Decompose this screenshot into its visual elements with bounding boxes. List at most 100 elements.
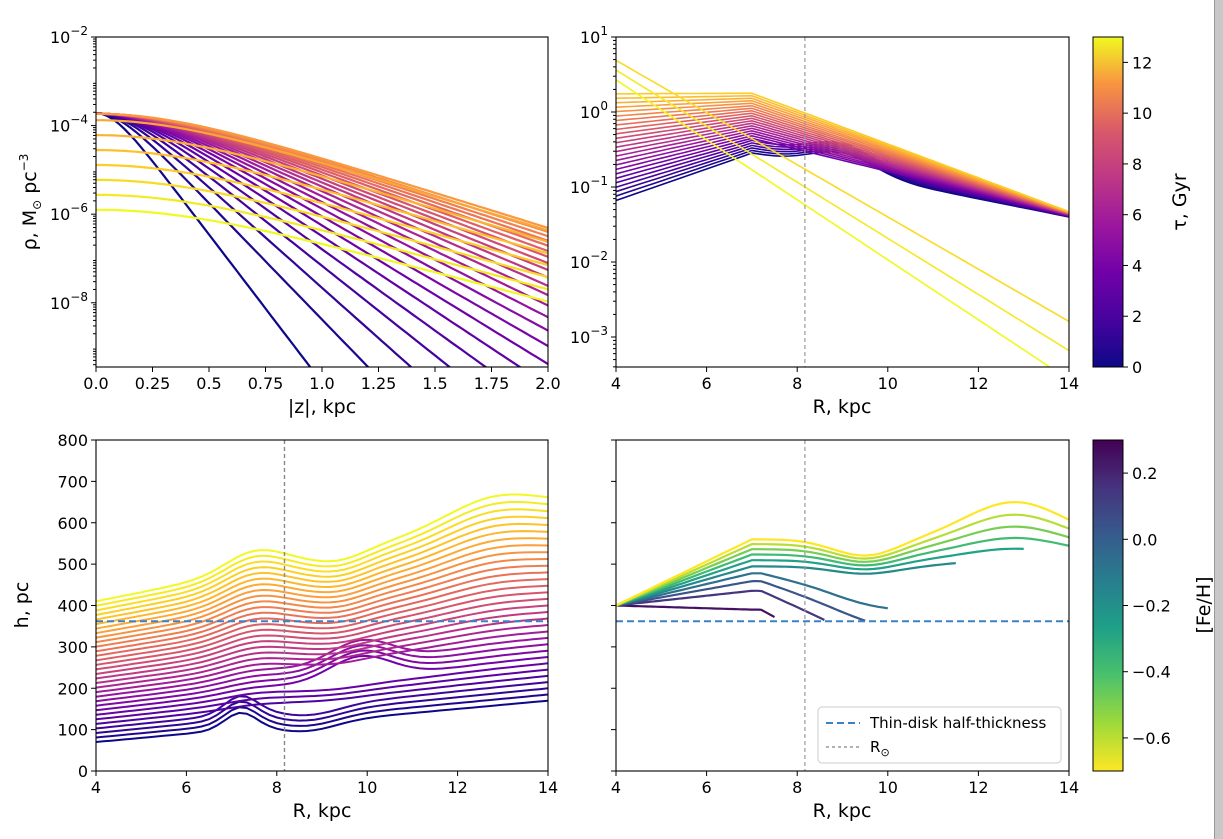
colorbar-age-gradient bbox=[1092, 36, 1124, 368]
panel-c-y-tick-label: 700 bbox=[57, 472, 88, 491]
colorbar-age-ticks: 0 2 4 6 8 10 12 bbox=[1123, 53, 1152, 377]
panel-c-x-tick-label: 4 bbox=[91, 778, 101, 797]
panel-density-vs-z: 0.0 0.25 0.5 0.75 1.0 1.25 1.5 1.75 2.0 10−2 10−4… bbox=[17, 24, 561, 418]
panel-d-x-tick-label: 4 bbox=[611, 778, 621, 797]
height-age-curve bbox=[96, 617, 548, 684]
panel-c-y-tick-label: 100 bbox=[57, 721, 88, 740]
density-r-curve bbox=[616, 69, 1069, 352]
height-metallicity-curve bbox=[616, 589, 825, 621]
panel-a-x-tick-label: 0.75 bbox=[248, 374, 284, 393]
panel-c-x-tick-label: 12 bbox=[447, 778, 467, 797]
panel-d-x-tick-label: 10 bbox=[878, 778, 898, 797]
legend-rsun-label: R⊙ bbox=[870, 738, 890, 759]
panel-c-series bbox=[96, 440, 548, 771]
height-age-curve bbox=[96, 636, 548, 698]
panel-c-y-ticks: 0 100 200 300 400 500 600 700 800 bbox=[57, 431, 96, 781]
colorbar-tick-label: 8 bbox=[1132, 155, 1142, 174]
panel-c-y-tick-label: 600 bbox=[57, 514, 88, 533]
panel-d-y-ticks bbox=[611, 439, 616, 772]
panel-a-ylabel: ρ, M⊙ pc−3 bbox=[17, 154, 44, 251]
panel-b-y-ticks: 101 100 10−1 10−2 10−3 bbox=[570, 24, 616, 368]
panel-c-x-tick-label: 10 bbox=[357, 778, 377, 797]
panel-d-x-tick-label: 12 bbox=[968, 778, 988, 797]
height-age-curve bbox=[96, 522, 548, 621]
panel-height-by-metallicity: 4 6 8 10 12 14 R, kpc Thin-disk half-thicknes… bbox=[611, 439, 1079, 822]
panel-d-x-ticks: 4 6 8 10 12 14 bbox=[611, 771, 1079, 797]
panel-a-x-tick-label: 1.25 bbox=[361, 374, 397, 393]
density-z-curve bbox=[96, 208, 548, 303]
panel-a-x-tick-label: 0.25 bbox=[135, 374, 171, 393]
panel-c-xlabel: R, kpc bbox=[293, 800, 352, 822]
panel-c-y-tick-label: 300 bbox=[57, 638, 88, 657]
window-scrollbar[interactable] bbox=[1214, 0, 1223, 839]
panel-a-y-tick-label: 10−8 bbox=[50, 290, 88, 313]
legend-box bbox=[817, 706, 1062, 764]
colorbar-metallicity-ticks: 0.2 0.0 −0.2 −0.4 −0.6 bbox=[1123, 464, 1171, 748]
height-age-curve bbox=[96, 501, 548, 607]
height-metallicity-curve bbox=[616, 572, 888, 610]
height-age-curve bbox=[96, 515, 548, 616]
panel-b-y-tick-label: 10−2 bbox=[570, 249, 608, 272]
panel-d-series bbox=[616, 440, 1069, 771]
height-age-curve bbox=[96, 508, 548, 612]
colorbar-metallicity-label: [Fe/H] bbox=[1193, 576, 1214, 633]
panel-a-x-tick-label: 1.75 bbox=[474, 374, 510, 393]
height-age-curve bbox=[96, 551, 548, 639]
panel-c-y-tick-label: 200 bbox=[57, 679, 88, 698]
colorbar-tick-label: −0.4 bbox=[1132, 663, 1171, 682]
height-age-curve bbox=[96, 537, 548, 630]
panel-b-x-tick-label: 6 bbox=[702, 374, 712, 393]
colorbar-tick-label: −0.2 bbox=[1132, 597, 1171, 616]
panel-b-x-tick-label: 4 bbox=[611, 374, 621, 393]
density-r-curve bbox=[616, 142, 1069, 217]
panel-b-frame bbox=[615, 36, 1070, 368]
colorbar-tick-label: 0 bbox=[1132, 358, 1142, 377]
height-age-curve bbox=[96, 643, 548, 703]
panel-d-x-tick-label: 6 bbox=[702, 778, 712, 797]
panel-a-y-tick-label: 10−4 bbox=[50, 113, 88, 136]
density-z-curve bbox=[96, 148, 548, 255]
height-age-curve bbox=[96, 564, 548, 648]
density-r-curve bbox=[616, 59, 1069, 323]
colorbar-tick-label: 2 bbox=[1132, 307, 1142, 326]
height-age-curve bbox=[96, 571, 548, 653]
panel-d-x-tick-label: 14 bbox=[1059, 778, 1079, 797]
height-age-curve bbox=[96, 668, 548, 721]
panel-a-y-tick-label: 10−6 bbox=[50, 201, 88, 224]
panel-a-y-ticks: 10−2 10−4 10−6 10−8 bbox=[50, 24, 96, 366]
height-age-curve bbox=[96, 699, 548, 743]
density-z-curve bbox=[96, 112, 548, 366]
height-age-curve bbox=[96, 544, 548, 635]
panel-b-y-tick-label: 10−3 bbox=[570, 324, 608, 347]
density-r-curve bbox=[616, 79, 1052, 367]
density-z-curve bbox=[96, 112, 522, 367]
height-age-curve bbox=[96, 693, 548, 739]
height-metallicity-curve bbox=[616, 525, 1069, 607]
panel-c-ylabel: h, pc bbox=[11, 582, 33, 629]
height-age-curve bbox=[96, 604, 548, 675]
panel-c-x-tick-label: 14 bbox=[538, 778, 558, 797]
legend-thin-disk-label: Thin-disk half-thickness bbox=[869, 714, 1046, 732]
height-age-curve bbox=[96, 662, 548, 716]
colorbar-tick-label: 10 bbox=[1132, 104, 1152, 123]
panel-a-xlabel: |z|, kpc bbox=[288, 396, 356, 418]
height-metallicity-curve bbox=[616, 547, 1024, 607]
legend: Thin-disk half-thickness R⊙ bbox=[817, 706, 1062, 764]
panel-c-y-tick-label: 400 bbox=[57, 597, 88, 616]
panel-b-x-tick-label: 10 bbox=[878, 374, 898, 393]
height-age-curve bbox=[96, 681, 548, 730]
panel-a-x-tick-label: 2.0 bbox=[535, 374, 560, 393]
colorbar-tick-label: 6 bbox=[1132, 206, 1142, 225]
height-metallicity-curve bbox=[616, 604, 776, 619]
height-age-curve bbox=[96, 649, 548, 707]
height-metallicity-curve bbox=[616, 536, 1069, 607]
panel-a-x-tick-label: 0.0 bbox=[83, 374, 108, 393]
height-age-curve bbox=[96, 687, 548, 734]
panel-a-x-ticks: 0.0 0.25 0.5 0.75 1.0 1.25 1.5 1.75 2.0 bbox=[83, 367, 561, 393]
height-metallicity-curve bbox=[616, 513, 1069, 607]
panel-c-x-tick-label: 8 bbox=[272, 778, 282, 797]
panel-b-y-tick-label: 10−1 bbox=[570, 174, 608, 197]
density-z-curve bbox=[96, 112, 548, 229]
panel-c-y-tick-label: 500 bbox=[57, 555, 88, 574]
colorbar-tick-label: −0.6 bbox=[1132, 729, 1171, 748]
